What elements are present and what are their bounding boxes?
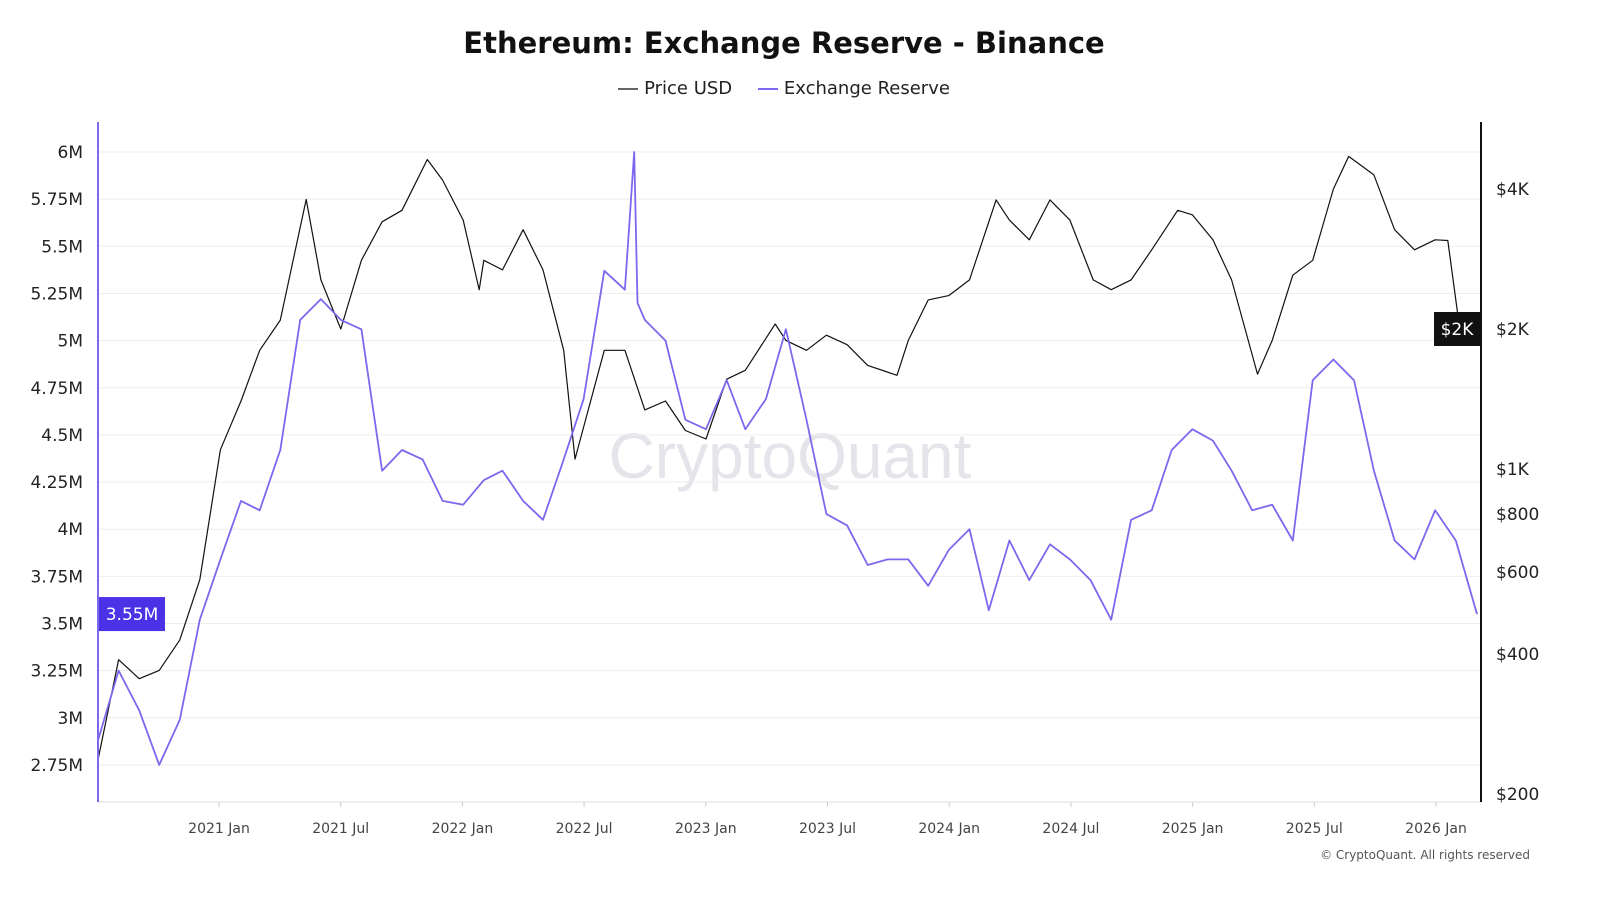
x-tick-label: 2023 Jul (799, 821, 856, 837)
y-left-tick-label: 4.5M (41, 426, 83, 446)
y-left-tick-label: 4.75M (30, 379, 83, 399)
y-left-tick-label: 4.25M (30, 473, 83, 493)
current-price-badge (1434, 312, 1480, 346)
copyright: © CryptoQuant. All rights reserved (1320, 848, 1530, 862)
y-left-tick-label: 5.75M (30, 190, 83, 210)
chart-title: Ethereum: Exchange Reserve - Binance (463, 26, 1105, 60)
y-right-tick-label: $600 (1496, 563, 1539, 583)
x-tick-label: 2024 Jul (1042, 821, 1099, 837)
legend-swatch (618, 88, 639, 90)
x-tick-label: 2026 Jan (1405, 821, 1467, 837)
y-right-tick-label: $2K (1496, 320, 1530, 340)
y-left-tick-label: 3.25M (30, 662, 83, 682)
legend: Price USD Exchange Reserve (0, 78, 1568, 99)
x-tick-label: 2025 Jul (1286, 821, 1343, 837)
y-left-tick-label: 5M (58, 332, 83, 352)
reserve-line (97, 151, 1478, 766)
x-tick-label: 2021 Jul (312, 821, 369, 837)
y-right-tick-label: $4K (1496, 180, 1530, 200)
y-right-tick-label: $800 (1496, 505, 1539, 525)
x-tick-label: 2024 Jan (918, 821, 980, 837)
y-right-tick-label: $200 (1496, 785, 1539, 805)
y-left-tick-label: 3M (58, 709, 83, 729)
y-left-tick-label: 2.75M (30, 756, 83, 776)
current-reserve-badge (99, 597, 165, 632)
x-tick-label: 2023 Jan (675, 821, 737, 837)
legend-item-reserve[interactable]: Exchange Reserve (757, 78, 950, 99)
y-left-tick-label: 5.25M (30, 284, 83, 304)
watermark: CryptoQuant (609, 420, 972, 492)
legend-label: Price USD (644, 78, 733, 99)
y-right-tick-label: $400 (1496, 645, 1539, 665)
legend-swatch (757, 88, 778, 90)
y-left-tick-label: 6M (58, 143, 83, 163)
current-price-label: $2K (1441, 320, 1475, 340)
x-tick-label: 2025 Jan (1162, 821, 1224, 837)
legend-label: Exchange Reserve (783, 78, 950, 99)
current-reserve-label: 3.55M (106, 605, 159, 625)
y-left-tick-label: 3.5M (41, 615, 83, 635)
y-left-tick-label: 4M (58, 520, 83, 540)
x-tick-label: 2022 Jan (432, 821, 494, 837)
y-left-tick-label: 5.5M (41, 237, 83, 257)
y-right-tick-label: $1K (1496, 460, 1530, 480)
y-left-tick-label: 3.75M (30, 567, 83, 587)
legend-item-price[interactable]: Price USD (618, 78, 732, 99)
x-tick-label: 2021 Jan (188, 821, 250, 837)
x-tick-label: 2022 Jul (556, 821, 613, 837)
